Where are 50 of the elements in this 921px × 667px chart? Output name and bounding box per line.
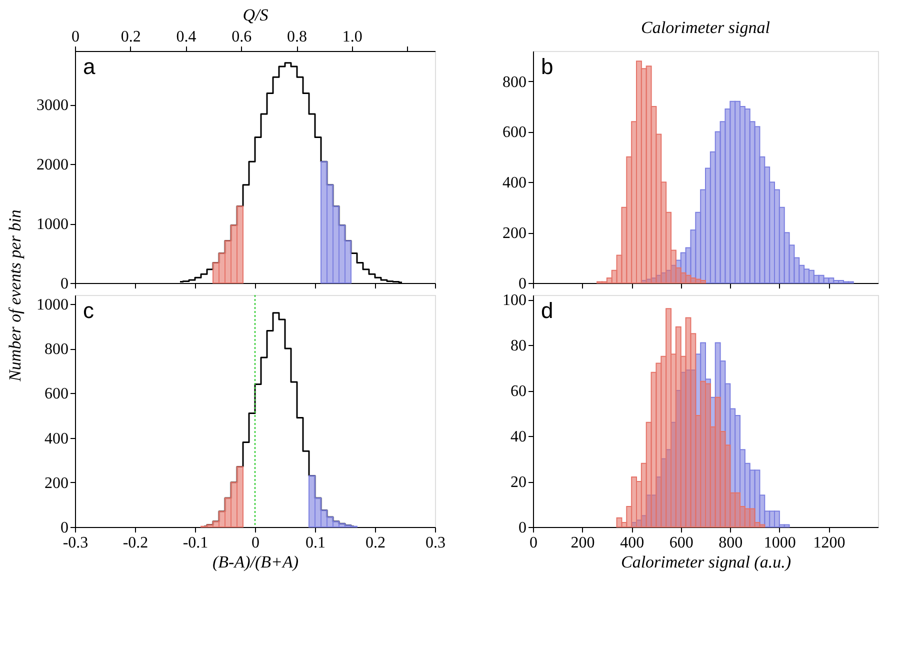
x2-tick-label: 0.6	[232, 28, 252, 46]
x2-tick-label: 0.4	[176, 28, 196, 46]
x2-axis-title: Q/S	[242, 6, 269, 24]
x-tick-label: 0.1	[306, 534, 326, 552]
chart-title: Calorimeter signal	[641, 18, 770, 37]
x-tick-label: 0	[252, 534, 260, 552]
y-tick-label: 100	[502, 292, 526, 310]
x2-tick-label: 1.0	[342, 28, 362, 46]
x-tick-label: 1200	[813, 534, 846, 552]
y-tick-label: 20	[510, 474, 526, 492]
x-tick-label: 0.2	[366, 534, 386, 552]
x-axis-title: (B-A)/(B+A)	[212, 552, 299, 572]
x2-tick-label: 0.2	[120, 28, 141, 46]
x-axis-title: Calorimeter signal (a.u.)	[621, 552, 792, 572]
x2-tick-label: 0.8	[287, 28, 308, 46]
y-tick-label: 800	[502, 74, 526, 91]
x-tick-label: 200	[570, 534, 595, 552]
annotation: d	[541, 298, 554, 323]
y-tick-label: 40	[510, 428, 526, 446]
y-tick-label: 60	[510, 383, 526, 400]
x-tick-label: -0.1	[182, 534, 208, 552]
x-tick-label: 1000	[764, 534, 796, 552]
annotation: c	[83, 298, 94, 323]
y-tick-label: 600	[502, 124, 526, 142]
y-tick-label: 0	[60, 276, 68, 292]
y-tick-label: 800	[44, 341, 68, 358]
y-tick-label: 0	[60, 520, 68, 536]
x2-tick-label: 0	[72, 28, 80, 46]
x-tick-label: 400	[620, 534, 644, 552]
y-tick-label: 80	[510, 338, 526, 355]
x-tick-label: 800	[718, 534, 743, 552]
y-tick-label: 0	[518, 276, 526, 292]
y-tick-label: 2000	[36, 156, 68, 174]
annotation: a	[83, 54, 96, 79]
y-axis-title: Number of events per bin	[6, 210, 24, 382]
x-tick-label: -0.2	[122, 534, 148, 552]
y-tick-label: 0	[518, 520, 526, 536]
y-tick-label: 400	[502, 174, 526, 192]
y-tick-label: 200	[44, 474, 68, 492]
y-tick-label: 1000	[36, 216, 68, 234]
x-tick-label: 600	[669, 534, 694, 552]
x-tick-label: -0.3	[62, 534, 88, 552]
y-tick-label: 200	[502, 225, 526, 242]
y-tick-label: 400	[44, 430, 68, 448]
annotation: b	[541, 54, 554, 79]
x-tick-label: 0	[530, 534, 538, 552]
y-tick-label: 600	[44, 386, 68, 403]
y-tick-label: 3000	[36, 97, 68, 114]
x-tick-label: 0.3	[426, 534, 446, 552]
y-tick-label: 1000	[36, 296, 68, 314]
